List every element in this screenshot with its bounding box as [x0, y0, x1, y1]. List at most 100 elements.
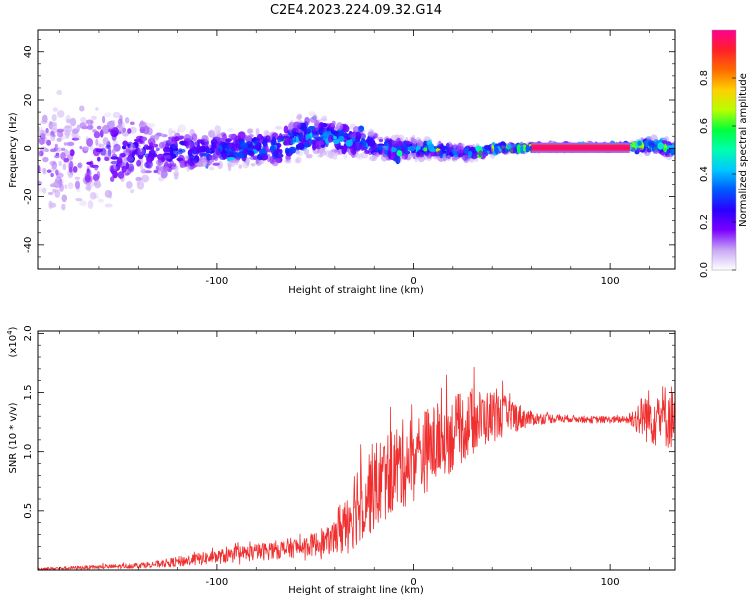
heatmap-cell — [463, 154, 470, 163]
heatmap-cell — [95, 148, 103, 153]
heatmap-cell — [245, 157, 250, 166]
heatmap-cell — [373, 134, 377, 138]
heatmap-cell — [396, 137, 401, 142]
heatmap-cell — [255, 159, 260, 164]
heatmap-cell — [48, 121, 54, 130]
heatmap-cell — [222, 133, 227, 141]
heatmap-cell — [212, 162, 220, 166]
heatmap-cell — [308, 126, 316, 130]
heatmap-cell — [54, 189, 61, 198]
heatmap-cell — [369, 155, 378, 162]
heatmap-cell — [143, 125, 150, 135]
heatmap-cell — [272, 162, 279, 167]
heatmap-cell — [51, 114, 57, 122]
heatmap-cell — [481, 151, 489, 157]
heatmap-cell — [169, 147, 174, 156]
heatmap-cell — [65, 130, 70, 139]
heatmap-cell — [353, 153, 362, 159]
heatmap-cell — [50, 121, 57, 127]
heatmap-cell — [50, 172, 54, 178]
heatmap-cell — [296, 115, 302, 120]
heatmap-cell — [364, 150, 370, 154]
heatmap-cell — [75, 198, 83, 202]
y-tick-label: 40 — [23, 45, 34, 58]
heatmap-cell — [238, 164, 243, 169]
heatmap-cell — [416, 139, 423, 147]
heatmap-cell — [122, 127, 126, 133]
heatmap-cell — [229, 158, 236, 167]
heatmap-cell — [198, 157, 204, 164]
heatmap-cell — [79, 145, 83, 150]
heatmap-cell — [108, 190, 113, 199]
heatmap-cell — [57, 110, 65, 118]
heatmap-cell — [58, 178, 63, 188]
heatmap-cell — [331, 130, 339, 136]
heatmap-cell — [86, 138, 93, 147]
heatmap-cell — [509, 147, 518, 154]
heatmap-cell — [343, 152, 348, 160]
heatmap-cell — [150, 135, 156, 141]
heatmap-cell — [330, 148, 336, 157]
heatmap-cell — [662, 137, 668, 141]
heatmap-cell — [313, 114, 318, 122]
heatmap-cell — [247, 128, 254, 134]
heatmap-cell — [321, 115, 328, 121]
y-tick-label: 1.5 — [23, 385, 34, 401]
heatmap-cell — [146, 156, 153, 163]
heatmap-cell — [297, 142, 305, 150]
y-tick-label: 2.0 — [23, 325, 34, 341]
heatmap-cell — [439, 150, 444, 159]
heatmap-cell — [414, 139, 417, 144]
heatmap-cell — [177, 124, 186, 133]
heatmap-cell — [170, 153, 177, 159]
heatmap-cell — [249, 156, 258, 161]
heatmap-cell — [318, 140, 325, 145]
heatmap-cell — [62, 163, 67, 171]
heatmap-cell — [174, 147, 179, 151]
heatmap-cell — [63, 142, 67, 146]
heatmap-cell — [156, 147, 160, 151]
heatmap-cell — [56, 89, 63, 96]
heatmap-cell — [415, 137, 422, 144]
heatmap-cell — [86, 138, 93, 147]
heatmap-cell — [127, 163, 135, 172]
heatmap-cell — [54, 143, 58, 149]
heatmap-cell — [161, 140, 170, 149]
heatmap-cell — [173, 171, 179, 177]
heatmap-cell — [148, 123, 156, 128]
heatmap-cell — [353, 126, 361, 133]
heatmap-cell — [216, 133, 223, 138]
heatmap-cell — [58, 160, 62, 167]
heatmap-cell — [258, 160, 265, 165]
heatmap-cell — [94, 179, 101, 189]
heatmap-cell — [255, 159, 262, 166]
heatmap-cell — [58, 160, 62, 167]
heatmap-cell — [414, 156, 418, 163]
heatmap-cell — [71, 128, 79, 134]
heatmap-cell — [97, 142, 102, 149]
heatmap-cell — [288, 123, 294, 130]
heatmap-cell — [411, 137, 415, 143]
heatmap-cell — [81, 126, 89, 130]
heatmap-cell — [369, 155, 378, 162]
heatmap-cell — [159, 166, 166, 173]
heatmap-cell — [140, 120, 144, 126]
heatmap-cell — [57, 110, 65, 118]
heatmap-cell — [79, 200, 87, 207]
heatmap-cell — [200, 159, 208, 167]
heatmap-cell — [153, 133, 160, 140]
heatmap-cell — [42, 167, 47, 175]
heatmap-cell — [297, 113, 302, 119]
heatmap-cell — [200, 159, 208, 167]
heatmap-cell — [428, 143, 435, 152]
heatmap-cell — [414, 156, 418, 163]
heatmap-cell — [309, 117, 317, 123]
heatmap-cell — [79, 105, 85, 112]
heatmap-cell — [316, 144, 322, 150]
heatmap-cell — [201, 157, 206, 163]
heatmap-cell — [296, 115, 302, 120]
heatmap-cell — [91, 115, 97, 121]
heatmap-cell — [319, 118, 328, 122]
heatmap-cell — [67, 182, 74, 190]
heatmap-cell — [85, 119, 94, 125]
